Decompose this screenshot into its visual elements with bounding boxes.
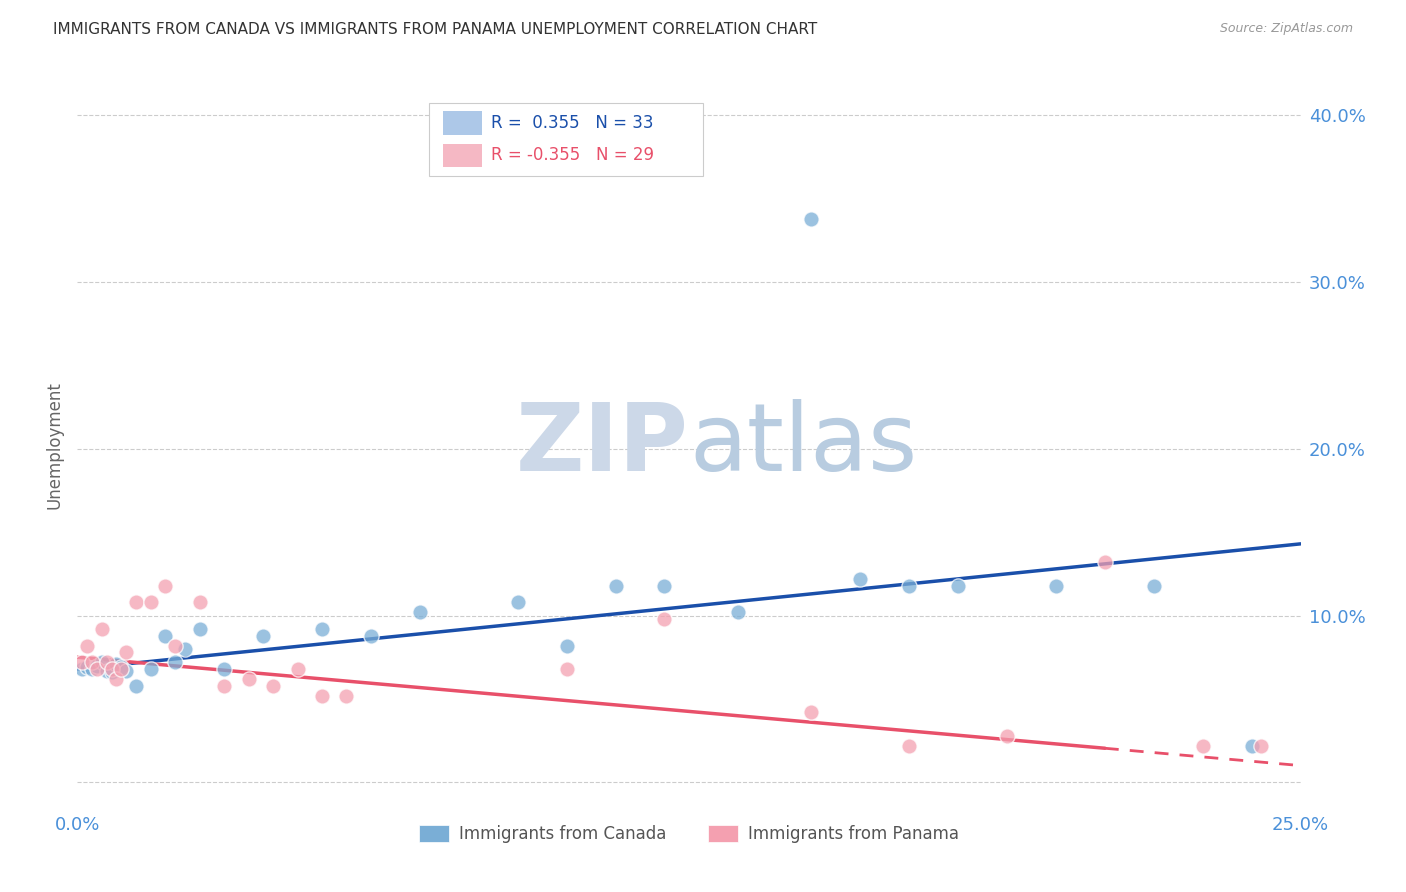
Point [70, 662, 93, 676]
Point [139, 595, 162, 609]
Text: atlas: atlas [689, 399, 917, 491]
Point [188, 595, 211, 609]
Text: Source: ZipAtlas.com: Source: ZipAtlas.com [1219, 22, 1353, 36]
Point [212, 679, 235, 693]
Point [80, 662, 103, 676]
Point [105, 672, 128, 686]
Point [96, 664, 118, 678]
Point [115, 664, 138, 678]
Point [90, 655, 112, 669]
Point [262, 679, 284, 693]
Point [80, 655, 103, 669]
Point [165, 639, 187, 653]
Point [155, 628, 177, 642]
Point [105, 657, 128, 671]
Text: R = -0.355   N = 29: R = -0.355 N = 29 [491, 146, 654, 164]
Point [238, 672, 260, 686]
Point [898, 578, 921, 592]
Point [139, 662, 162, 676]
Point [90, 622, 112, 636]
Point [311, 622, 333, 636]
Point [115, 645, 138, 659]
Point [849, 572, 872, 586]
Point [96, 655, 118, 669]
Point [1191, 739, 1213, 753]
Point [76, 660, 98, 674]
Point [800, 705, 823, 719]
Point [125, 595, 148, 609]
Point [76, 639, 98, 653]
Point [800, 211, 823, 226]
Point [506, 595, 529, 609]
Point [654, 612, 676, 626]
Point [605, 578, 627, 592]
Legend: Immigrants from Canada, Immigrants from Panama: Immigrants from Canada, Immigrants from … [412, 818, 966, 850]
Point [287, 662, 309, 676]
Point [360, 628, 382, 642]
Text: R =  0.355   N = 33: R = 0.355 N = 33 [491, 114, 654, 132]
Point [727, 605, 749, 619]
Point [311, 689, 333, 703]
Point [188, 622, 211, 636]
Point [252, 628, 274, 642]
Point [555, 662, 578, 676]
Point [1143, 578, 1166, 592]
Point [335, 689, 357, 703]
Text: IMMIGRANTS FROM CANADA VS IMMIGRANTS FROM PANAMA UNEMPLOYMENT CORRELATION CHART: IMMIGRANTS FROM CANADA VS IMMIGRANTS FRO… [53, 22, 818, 37]
Y-axis label: Unemployment: Unemployment [45, 381, 63, 508]
Point [212, 662, 235, 676]
Point [86, 662, 108, 676]
Point [86, 658, 108, 673]
Point [1240, 739, 1263, 753]
Point [409, 605, 432, 619]
Point [110, 662, 132, 676]
Point [125, 679, 148, 693]
Point [654, 578, 676, 592]
Point [898, 739, 921, 753]
Point [995, 729, 1018, 743]
Point [1250, 739, 1272, 753]
Point [1045, 578, 1067, 592]
Point [946, 578, 969, 592]
Point [174, 641, 197, 656]
Point [1094, 555, 1116, 569]
Text: ZIP: ZIP [516, 399, 689, 491]
Point [100, 662, 122, 676]
Point [110, 660, 132, 674]
Point [155, 578, 177, 592]
Point [100, 665, 122, 680]
Point [555, 639, 578, 653]
Point [70, 655, 93, 669]
Point [165, 655, 187, 669]
